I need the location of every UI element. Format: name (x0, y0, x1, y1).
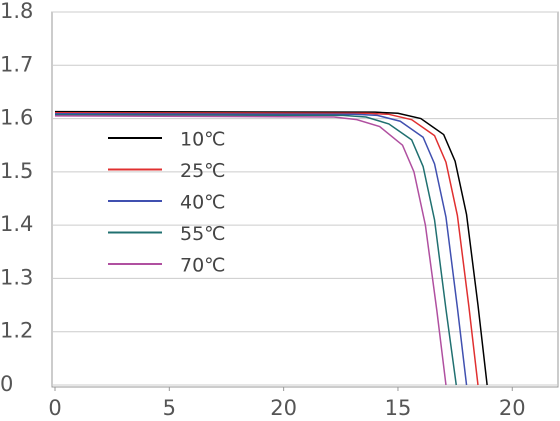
x-tick-label: 0 (48, 396, 61, 420)
y-tick-label: 1.8 (0, 0, 33, 23)
legend-label: 40℃ (180, 192, 226, 214)
series-line (54, 114, 458, 386)
y-tick-label: 1.3 (0, 265, 33, 289)
series-line (54, 111, 479, 386)
x-tick-label: 5 (163, 396, 176, 420)
y-tick-label: 1.7 (0, 52, 33, 76)
y-tick-label: 1.2 (0, 319, 33, 343)
legend-label: 25℃ (180, 160, 226, 182)
y-tick-label: 0 (0, 372, 13, 396)
y-tick-label: 1.4 (0, 212, 33, 236)
legend-label: 55℃ (180, 223, 226, 245)
legend-label: 70℃ (180, 255, 226, 277)
plot-frame (51, 11, 559, 388)
series-line (54, 110, 488, 386)
y-tick-label: 1.5 (0, 159, 33, 183)
series-line (54, 115, 447, 386)
series-line (54, 113, 468, 386)
x-tick-label: 20 (499, 396, 526, 420)
x-tick-label: 15 (385, 396, 412, 420)
x-tick-label: 20 (270, 396, 297, 420)
y-tick-label: 1.6 (0, 106, 33, 130)
legend-label: 10℃ (180, 129, 226, 151)
